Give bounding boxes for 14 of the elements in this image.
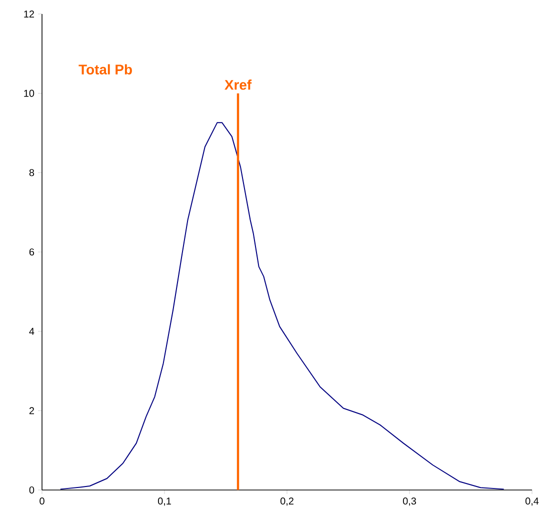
y-tick-label: 2 — [29, 407, 34, 414]
y-tick-label: 6 — [29, 248, 34, 256]
x-tick-label: 0,2 — [280, 498, 294, 506]
y-tick-label: 10 — [24, 90, 34, 97]
series-label: Xref — [224, 80, 252, 90]
y-tick-label: 0 — [29, 486, 34, 494]
y-tick-label: 8 — [29, 169, 34, 176]
x-tick-label: 0,1 — [158, 498, 171, 506]
y-tick-label: 4 — [29, 328, 34, 335]
x-tick-label: 0 — [40, 498, 44, 505]
x-tick-label: 0,4 — [525, 498, 539, 506]
y-tick-label: 12 — [24, 10, 34, 18]
x-tick-label: 0,3 — [402, 498, 416, 506]
text: Total Pb — [78, 64, 132, 74]
